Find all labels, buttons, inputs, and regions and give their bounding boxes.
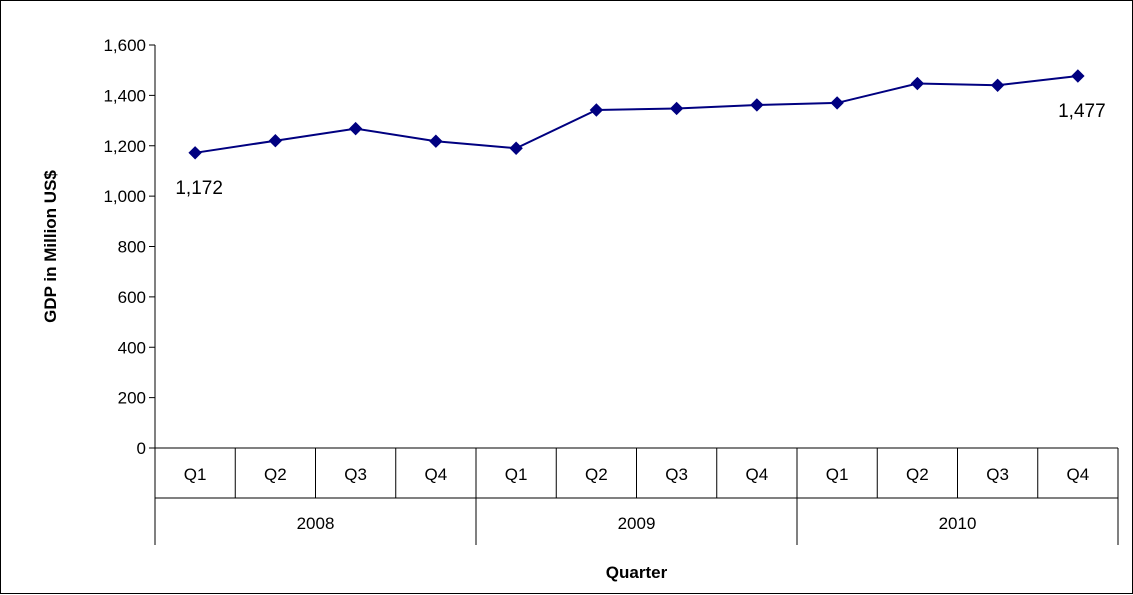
data-label: 1,477 [1058, 101, 1106, 122]
y-tick-label: 1,400 [103, 86, 146, 105]
data-point-marker [910, 76, 925, 91]
x-axis-title: Quarter [606, 563, 668, 582]
data-point-marker [429, 134, 443, 148]
y-tick-label: 200 [118, 389, 146, 408]
x-tick-label: Q3 [344, 465, 367, 484]
data-point-marker [509, 141, 523, 155]
y-tick-label: 1,000 [103, 187, 146, 206]
data-point-marker [589, 103, 604, 117]
data-point-marker [669, 101, 684, 116]
data-point-marker [990, 78, 1005, 93]
x-tick-label: Q2 [585, 465, 608, 484]
data-point-marker [750, 98, 764, 112]
x-tick-label: Q3 [665, 465, 688, 484]
x-group-label: 2008 [297, 514, 335, 533]
x-tick-label: Q1 [184, 465, 207, 484]
data-point-marker [348, 121, 363, 136]
y-tick-label: 600 [118, 288, 146, 307]
data-point-marker [188, 146, 202, 160]
data-label: 1,172 [175, 178, 223, 199]
y-tick-label: 1,600 [103, 36, 146, 55]
x-tick-label: Q1 [826, 465, 849, 484]
x-tick-label: Q2 [264, 465, 287, 484]
y-axis-title: GDP in Million US$ [41, 170, 60, 323]
x-group-label: 2009 [618, 514, 656, 533]
data-point-marker [268, 134, 283, 148]
y-tick-label: 0 [137, 439, 146, 458]
y-tick-label: 400 [118, 338, 146, 357]
data-point-marker [1071, 69, 1085, 83]
x-tick-label: Q4 [425, 465, 448, 484]
x-tick-label: Q4 [746, 465, 769, 484]
series-line [194, 74, 1078, 154]
y-tick-label: 1,200 [103, 137, 146, 156]
x-tick-label: Q1 [505, 465, 528, 484]
x-tick-label: Q3 [986, 465, 1009, 484]
x-group-label: 2010 [939, 514, 977, 533]
x-tick-label: Q2 [906, 465, 929, 484]
data-point-marker [830, 96, 844, 110]
y-tick-label: 800 [118, 238, 146, 257]
x-tick-label: Q4 [1067, 465, 1090, 484]
